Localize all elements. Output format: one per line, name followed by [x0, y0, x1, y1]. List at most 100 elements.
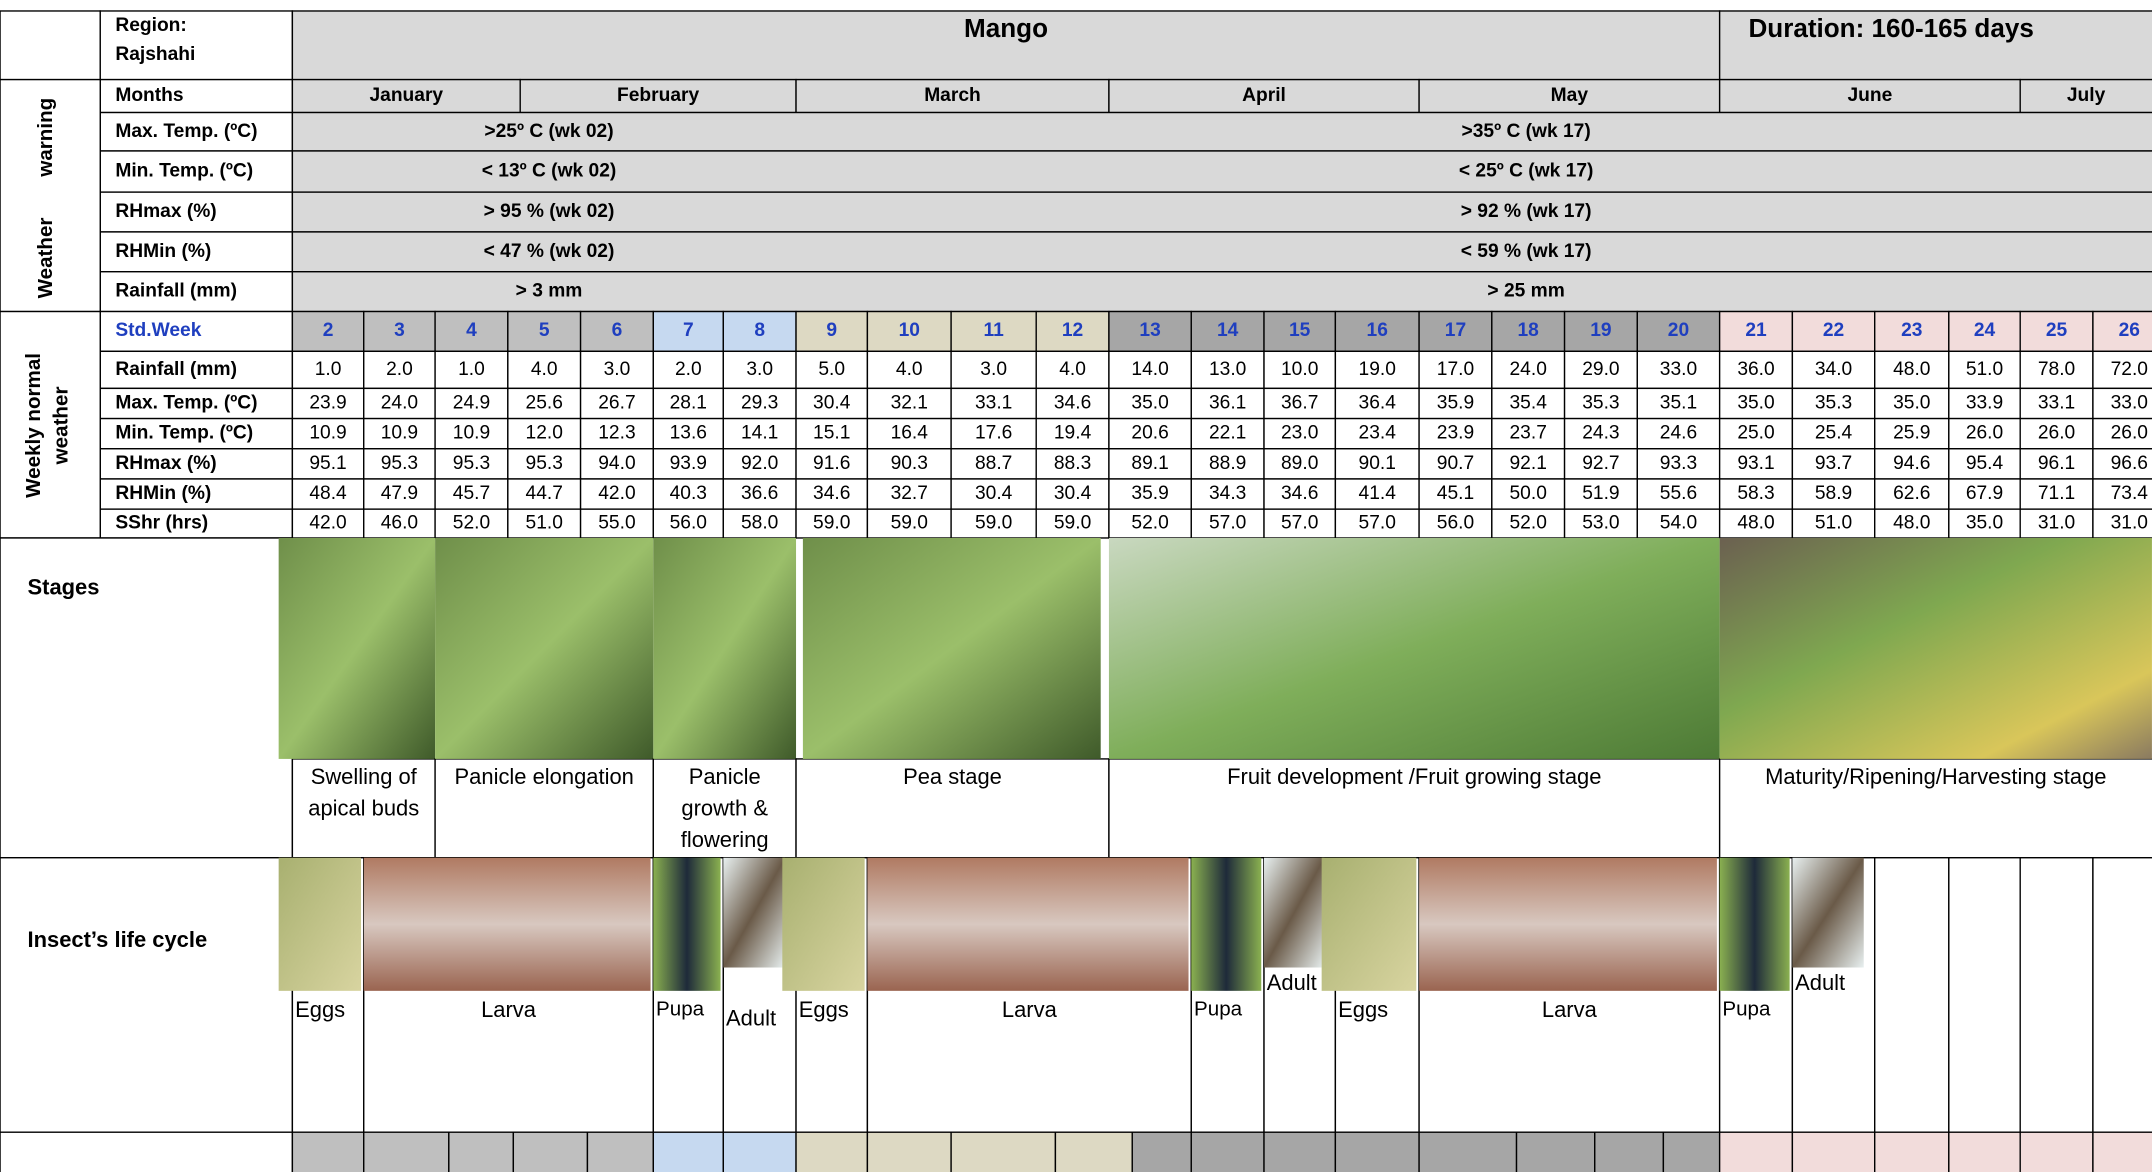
- value: 93.7: [1815, 453, 1852, 474]
- cell: [99, 448, 294, 480]
- insect-photo: [1264, 857, 1325, 968]
- value: 88.9: [1209, 453, 1246, 474]
- row-label: Min. Temp. (ºC): [115, 161, 253, 182]
- value: 44.7: [526, 483, 563, 504]
- week: 25: [2046, 320, 2068, 341]
- cell: [2019, 508, 2094, 539]
- cell: [291, 191, 2152, 233]
- value: 58.9: [1815, 483, 1852, 504]
- month: February: [617, 85, 699, 106]
- warning: > 3 mm: [516, 281, 583, 302]
- week-cell: [507, 310, 582, 353]
- value: 12.3: [598, 423, 635, 444]
- value: 32.1: [891, 393, 928, 414]
- stage-photo: [802, 537, 1101, 759]
- value: 57.0: [1359, 513, 1396, 534]
- value: 34.6: [813, 483, 850, 504]
- cell: [652, 417, 724, 450]
- cell: [2092, 508, 2152, 539]
- week: 20: [1668, 320, 1689, 341]
- value: 58.0: [741, 513, 778, 534]
- week-cell: [1874, 310, 1950, 353]
- stage-label: Pea stage: [903, 764, 1002, 789]
- color-cell: [448, 1131, 515, 1172]
- cell: [99, 387, 294, 420]
- week-cell: [1563, 310, 1638, 353]
- warning: < 13º C (wk 02): [482, 161, 617, 182]
- value: 36.6: [741, 483, 778, 504]
- value: 42.0: [598, 483, 635, 504]
- value: 32.7: [891, 483, 928, 504]
- value: 13.0: [1209, 359, 1246, 380]
- value: 56.0: [1437, 513, 1474, 534]
- cell: [1948, 478, 2021, 510]
- warning: > 92 % (wk 17): [1461, 201, 1592, 222]
- value: 57.0: [1281, 513, 1318, 534]
- value: 24.0: [1510, 359, 1547, 380]
- cell: [1791, 350, 1876, 390]
- value: 45.1: [1437, 483, 1474, 504]
- week: 12: [1062, 320, 1083, 341]
- value: 35.0: [1966, 513, 2003, 534]
- cell: [0, 537, 294, 859]
- row-label: RHmax (%): [115, 201, 216, 222]
- stage-label: flowering: [681, 827, 769, 852]
- week: 15: [1289, 320, 1311, 341]
- value: 29.0: [1582, 359, 1619, 380]
- value: 46.0: [381, 513, 418, 534]
- week: 5: [539, 320, 550, 341]
- value: 35.3: [1582, 393, 1619, 414]
- cell: [1563, 448, 1638, 480]
- week: 14: [1217, 320, 1239, 341]
- row-label: Max. Temp. (ºC): [115, 121, 257, 142]
- value: 78.0: [2038, 359, 2075, 380]
- value: 55.6: [1660, 483, 1697, 504]
- week: 3: [394, 320, 405, 341]
- row-label: Max. Temp. (ºC): [115, 393, 257, 414]
- cell: [0, 310, 101, 539]
- cell: [652, 387, 724, 420]
- cell: [1791, 417, 1876, 450]
- cell: [2019, 417, 2094, 450]
- color-cell: [1594, 1131, 1665, 1172]
- stage-photo: [1719, 537, 2152, 759]
- cell: [1035, 478, 1110, 510]
- value: 1.0: [458, 359, 485, 380]
- cell: [1418, 508, 1493, 539]
- section-label: Weekly normal: [22, 353, 45, 498]
- stage-photo: [435, 537, 654, 759]
- value: 51.0: [526, 513, 563, 534]
- value: 22.1: [1209, 423, 1246, 444]
- value: 52.0: [1510, 513, 1547, 534]
- cell: [1636, 478, 1721, 510]
- value: 50.0: [1510, 483, 1547, 504]
- cell: [795, 350, 869, 390]
- value: 52.0: [1131, 513, 1168, 534]
- cell: [722, 387, 797, 420]
- value: 90.7: [1437, 453, 1474, 474]
- value: 24.6: [1660, 423, 1697, 444]
- value: 94.0: [598, 453, 635, 474]
- warning: >25º C (wk 02): [484, 121, 613, 142]
- value: 17.6: [975, 423, 1012, 444]
- week-cell: [2019, 310, 2094, 353]
- cell: [1491, 448, 1566, 480]
- cell: [1190, 508, 1265, 539]
- cell: [99, 191, 294, 233]
- value: 36.0: [1737, 359, 1774, 380]
- value: 42.0: [309, 513, 346, 534]
- value: 4.0: [896, 359, 923, 380]
- cell: [866, 448, 952, 480]
- value: 23.4: [1359, 423, 1397, 444]
- value: 93.9: [670, 453, 707, 474]
- value: 24.9: [453, 393, 490, 414]
- cell: [1190, 387, 1265, 420]
- week-cell: [1418, 310, 1493, 353]
- cell: [99, 10, 294, 81]
- week-cell: [866, 310, 952, 353]
- value: 91.6: [813, 453, 850, 474]
- month: April: [1242, 85, 1286, 106]
- empty-cell: [2092, 857, 2152, 1133]
- insect-label: Adult: [1795, 970, 1845, 995]
- cell: [1334, 478, 1420, 510]
